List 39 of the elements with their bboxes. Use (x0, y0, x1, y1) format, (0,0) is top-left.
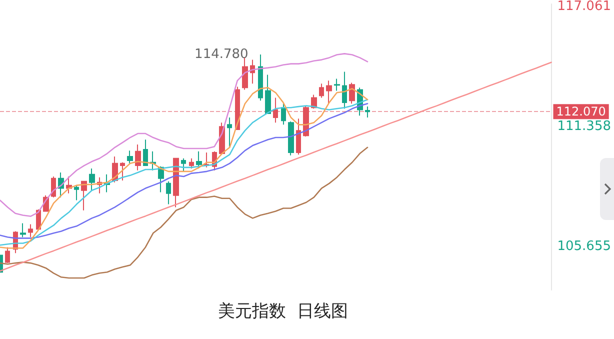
candlestick (5, 246, 10, 264)
candlestick (273, 97, 278, 124)
candlestick (334, 78, 340, 92)
candlestick (181, 158, 186, 172)
candlestick (258, 54, 263, 102)
candlestick (319, 83, 324, 98)
candlestick (20, 222, 26, 238)
y-tick-label: 117.061 (557, 0, 612, 14)
candlestick (89, 168, 95, 191)
text: 美元指数 日线图 (218, 302, 348, 322)
candlestick (189, 158, 194, 169)
candlestick (28, 224, 33, 238)
candlestick (296, 118, 301, 156)
candlestick (281, 102, 286, 126)
candlestick (173, 158, 179, 208)
candlestick (120, 162, 125, 181)
candlestick (227, 117, 232, 148)
y-tick-label: 105.655 (557, 239, 612, 254)
candlestick (326, 80, 332, 104)
candlestick (196, 150, 202, 169)
ref-line-label: 112.070 (556, 104, 606, 119)
y-tick-label: 111.358 (557, 119, 612, 134)
annotation: 114.780 (194, 47, 248, 62)
candlestick (74, 184, 79, 201)
line-series (0, 62, 552, 272)
candlestick (242, 57, 248, 90)
candlestick (81, 180, 87, 211)
candlestick (135, 144, 141, 171)
candlestick (365, 106, 370, 118)
candlestick (288, 121, 294, 156)
candlestick (51, 176, 56, 198)
candlestick (265, 74, 271, 114)
candlestick (143, 139, 148, 166)
candlestick (235, 86, 240, 130)
candlestick (166, 180, 171, 205)
candlestick (127, 150, 133, 164)
candlestick (342, 71, 347, 110)
candlestick (349, 82, 355, 104)
line-series (0, 146, 368, 279)
